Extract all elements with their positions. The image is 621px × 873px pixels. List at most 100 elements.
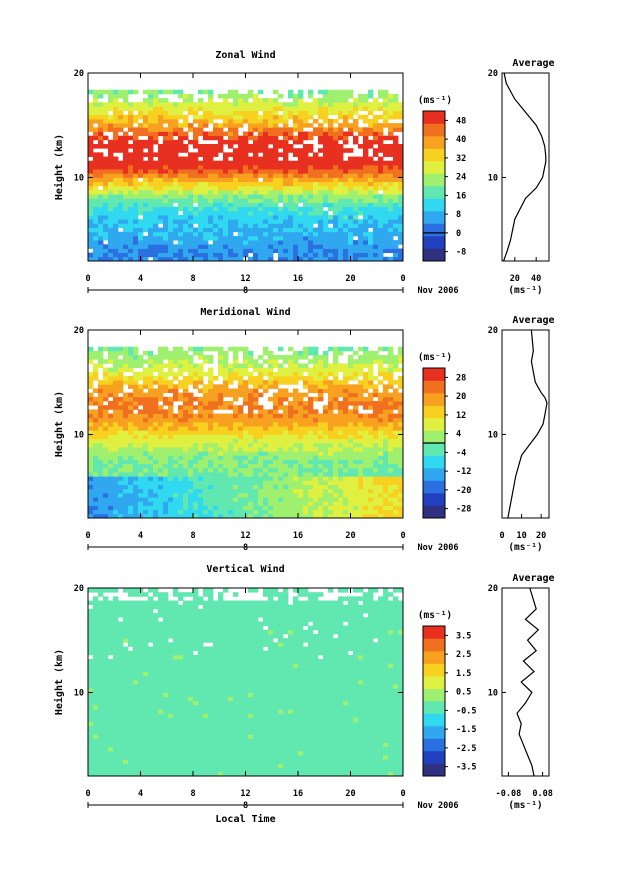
heatmap-cell [118, 497, 124, 502]
heatmap-cell [103, 650, 109, 656]
heatmap-cell [133, 231, 139, 237]
heatmap-cell [163, 181, 169, 187]
heatmap-cell [98, 118, 104, 124]
heatmap-cell [128, 219, 134, 224]
heatmap-cell [248, 206, 254, 212]
heatmap-cell [178, 497, 184, 502]
heatmap-cell [253, 240, 259, 245]
heatmap-cell [93, 638, 99, 643]
heatmap-cell [323, 256, 329, 262]
heatmap-cell [363, 177, 369, 183]
heatmap-cell [98, 646, 104, 652]
heatmap-cell [343, 181, 349, 187]
heatmap-cell [103, 455, 109, 460]
heatmap-cell [243, 164, 249, 170]
heatmap-cell [248, 223, 254, 228]
heatmap-cell [273, 380, 279, 385]
heatmap-cell [178, 350, 184, 356]
heatmap-cell [233, 426, 239, 431]
heatmap-cell [208, 446, 214, 452]
heatmap-cell [98, 405, 104, 410]
heatmap-cell [193, 118, 199, 124]
heatmap-cell [143, 463, 149, 469]
heatmap-cell [93, 181, 99, 187]
heatmap-cell [263, 505, 269, 511]
heatmap-cell [393, 463, 399, 469]
heatmap-cell [103, 654, 109, 660]
heatmap-cell [363, 148, 369, 153]
heatmap-cell [288, 256, 294, 262]
heatmap-cell [358, 396, 364, 402]
heatmap-cell [253, 156, 259, 162]
heatmap-cell [213, 177, 219, 183]
heatmap-cell [248, 438, 254, 444]
heatmap-cell [93, 667, 99, 672]
heatmap-cell [158, 102, 164, 107]
heatmap-cell [133, 346, 139, 352]
heatmap-cell [198, 371, 204, 377]
heatmap-cell [158, 509, 164, 515]
heatmap-cell [278, 380, 284, 385]
heatmap-cell [213, 223, 219, 228]
heatmap-cell [243, 173, 249, 178]
heatmap-cell [218, 164, 224, 170]
heatmap-cell [363, 417, 369, 423]
heatmap-cell [178, 215, 184, 220]
heatmap-cell [188, 467, 194, 473]
heatmap-cell [303, 413, 309, 419]
heatmap-cell [168, 244, 174, 249]
heatmap-cell [288, 375, 294, 381]
heatmap-cell [278, 244, 284, 249]
heatmap-cell [293, 198, 299, 203]
heatmap-cell [108, 244, 114, 249]
heatmap-cell [123, 231, 129, 237]
heatmap-cell [198, 127, 204, 132]
heatmap-cell [288, 114, 294, 120]
heatmap-cell [193, 509, 199, 515]
heatmap-cell [383, 497, 389, 502]
heatmap-cell [138, 388, 144, 394]
heatmap-cell [233, 139, 239, 145]
heatmap-cell [253, 227, 259, 233]
heatmap-cell [268, 231, 274, 237]
heatmap-cell [313, 421, 319, 427]
heatmap-cell [203, 152, 209, 157]
heatmap-cell [318, 392, 324, 398]
heatmap-cell [248, 198, 254, 203]
heatmap-cell [243, 346, 249, 352]
heatmap-cell [103, 763, 109, 769]
heatmap-cell [333, 169, 339, 174]
heatmap-cell [238, 442, 244, 448]
heatmap-cell [308, 135, 314, 141]
heatmap-cell [223, 488, 229, 494]
heatmap-cell [188, 505, 194, 511]
heatmap-cell [273, 240, 279, 245]
heatmap-cell [323, 98, 329, 103]
heatmap-cell [258, 392, 264, 398]
heatmap-cell [268, 127, 274, 132]
heatmap-cell [158, 198, 164, 203]
heatmap-cell [223, 455, 229, 460]
heatmap-cell [213, 497, 219, 502]
heatmap-cell [268, 476, 274, 481]
heatmap-cell [283, 114, 289, 120]
heatmap-cell [248, 451, 254, 456]
heatmap-cell [288, 89, 294, 95]
heatmap-cell [328, 509, 334, 515]
heatmap-cell [393, 123, 399, 128]
heatmap-cell [118, 144, 124, 149]
heatmap-cell [363, 189, 369, 195]
heatmap-cell [308, 434, 314, 440]
heatmap-cell [128, 210, 134, 216]
heatmap-cell [348, 430, 354, 435]
heatmap-cell [393, 396, 399, 402]
heatmap-cell [368, 219, 374, 224]
heatmap-cell [268, 484, 274, 490]
heatmap-cell [88, 692, 94, 698]
heatmap-cell [108, 144, 114, 149]
heatmap-cell [153, 252, 159, 258]
heatmap-cell [103, 501, 109, 506]
heatmap-cell [323, 442, 329, 448]
heatmap-cell [348, 426, 354, 431]
heatmap-cell [233, 227, 239, 233]
